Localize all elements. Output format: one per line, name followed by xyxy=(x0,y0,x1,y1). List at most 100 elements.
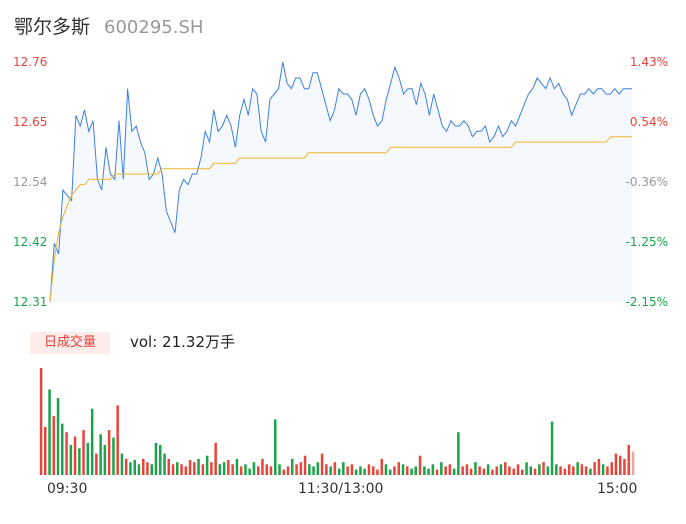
volume-bar xyxy=(278,464,281,475)
y-tick-pct-4: -2.15% xyxy=(625,295,668,309)
volume-bar xyxy=(291,458,294,475)
volume-bar xyxy=(308,464,311,475)
volume-bar xyxy=(124,458,128,475)
volume-bar xyxy=(406,466,409,475)
volume-bar xyxy=(614,453,618,475)
volume-bar xyxy=(107,430,111,475)
volume-bar xyxy=(376,469,379,475)
volume-bar xyxy=(486,464,490,475)
volume-bar xyxy=(418,455,422,475)
volume-bar xyxy=(303,455,307,475)
volume-bar xyxy=(44,426,47,475)
volume-bar xyxy=(163,453,166,475)
volume-badge[interactable]: 日成交量 xyxy=(30,332,110,354)
volume-bar xyxy=(593,462,596,475)
volume-bar xyxy=(546,466,550,475)
volume-bar xyxy=(516,464,520,475)
volume-bar xyxy=(82,430,85,475)
volume-bar xyxy=(188,460,192,475)
volume-bar xyxy=(435,469,439,475)
volume-bar xyxy=(227,460,230,475)
volume-bar xyxy=(52,416,55,475)
volume-bar xyxy=(265,464,268,475)
y-tick-pct-0: 1.43% xyxy=(629,55,668,69)
volume-bar xyxy=(269,466,273,475)
volume-bar xyxy=(171,464,175,475)
stock-code: 600295.SH xyxy=(104,17,204,38)
volume-bar xyxy=(210,462,213,475)
volume-bar xyxy=(606,466,609,475)
volume-bar xyxy=(133,460,136,475)
volume-bar xyxy=(90,408,94,475)
volume-bar xyxy=(248,468,251,475)
volume-bar xyxy=(252,462,256,475)
volume-bar xyxy=(176,462,179,475)
volume-bar xyxy=(452,468,456,475)
volume-bar xyxy=(120,453,124,475)
volume-bar xyxy=(384,464,388,475)
volume-bar xyxy=(201,464,205,475)
volume-bar xyxy=(235,458,239,475)
volume-bar xyxy=(320,453,324,475)
volume-bar xyxy=(542,462,545,475)
volume-bar xyxy=(86,442,90,475)
volume-bar xyxy=(286,466,290,475)
volume-bar xyxy=(39,368,43,475)
x-tick-open: 09:30 xyxy=(47,481,88,497)
volume-bar xyxy=(597,458,601,475)
volume-bar xyxy=(601,464,605,475)
volume-bar xyxy=(159,445,162,475)
volume-bar xyxy=(627,445,630,475)
volume-bar xyxy=(257,466,260,475)
volume-bar xyxy=(103,445,107,475)
volume-bar xyxy=(538,464,541,475)
volume-bar xyxy=(380,458,383,475)
y-tick-price-1: 12.65 xyxy=(13,115,48,129)
volume-bar xyxy=(333,462,337,475)
volume-bar xyxy=(231,464,234,475)
volume-bar xyxy=(180,464,183,475)
volume-bar xyxy=(354,469,358,475)
volume-bar xyxy=(495,466,498,475)
volume-bar xyxy=(350,464,354,475)
volume-bar xyxy=(529,466,532,475)
volume-bar xyxy=(550,421,554,475)
volume-bar xyxy=(325,464,328,475)
price-line xyxy=(49,61,632,303)
y-tick-price-4: 12.31 xyxy=(13,295,48,309)
volume-bar xyxy=(555,464,558,475)
volume-bar xyxy=(359,466,362,475)
volume-bar xyxy=(619,455,622,475)
x-tick-close: 15:00 xyxy=(597,481,638,497)
volume-bar xyxy=(342,462,345,475)
volume-bar xyxy=(167,458,170,475)
volume-bars xyxy=(39,368,635,476)
volume-bar xyxy=(337,468,341,475)
volume-bar xyxy=(197,458,200,475)
volume-bar xyxy=(244,464,247,475)
y-tick-price-0: 12.76 xyxy=(13,55,48,69)
volume-bar xyxy=(367,464,371,475)
volume-bar xyxy=(316,462,320,475)
volume-bar xyxy=(56,398,60,475)
volume-bar xyxy=(65,432,68,475)
volume-bar xyxy=(623,458,626,475)
volume-bar xyxy=(440,462,443,475)
volume-bar xyxy=(312,466,315,475)
volume-bar xyxy=(410,468,413,475)
volume-bar xyxy=(372,466,375,475)
volume-bar xyxy=(116,405,119,475)
stock-name: 鄂尔多斯 xyxy=(14,16,91,38)
volume-label: vol: 21.32万手 xyxy=(130,333,235,351)
volume-bar xyxy=(589,468,592,475)
volume-bar xyxy=(389,469,392,475)
volume-bar xyxy=(78,448,81,476)
volume-bar xyxy=(567,464,571,475)
volume-bar xyxy=(154,442,158,475)
volume-bar xyxy=(469,468,473,475)
volume-bar xyxy=(397,462,400,475)
volume-bar xyxy=(282,469,285,475)
volume-bar xyxy=(193,462,196,475)
volume-bar xyxy=(580,464,584,475)
